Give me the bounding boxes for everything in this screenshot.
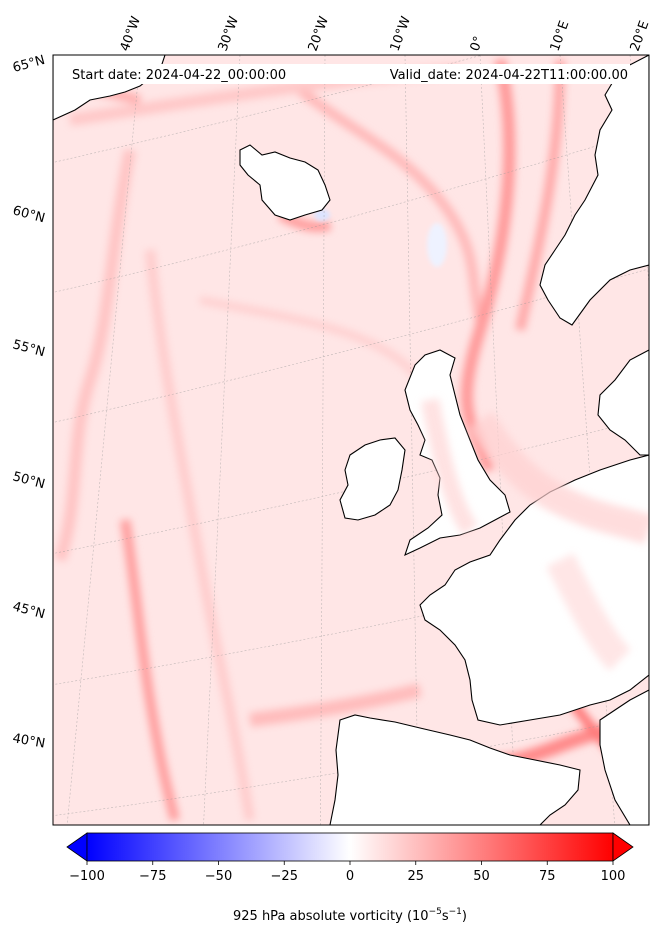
header-strip bbox=[66, 64, 630, 84]
colorbar-low-extend-arrow bbox=[66, 832, 88, 862]
lon-label-0: 0° bbox=[468, 34, 487, 53]
colorbar-tick-label: −75 bbox=[139, 869, 166, 884]
colorbar-tick-label: −100 bbox=[69, 869, 105, 884]
lon-label-10w: 10°W bbox=[388, 14, 414, 53]
ireland-coast bbox=[339, 437, 406, 521]
lat-label-45n: 45°N bbox=[11, 599, 47, 622]
lon-label-40w: 40°W bbox=[118, 14, 144, 53]
colorbar-gradient bbox=[86, 832, 614, 862]
valid-date-label: Valid_date: 2024-04-22T11:00:00.00 bbox=[390, 68, 628, 83]
map-frame bbox=[52, 54, 650, 826]
lat-label-55n: 55°N bbox=[11, 337, 47, 360]
iceland-coast bbox=[239, 144, 331, 221]
lat-label-40n: 40°N bbox=[11, 731, 46, 751]
colorbar-title: 925 hPa absolute vorticity (10−5s−1) bbox=[233, 907, 467, 924]
colorbar-tick-label: 0 bbox=[346, 869, 354, 884]
lon-label-30w: 30°W bbox=[216, 14, 242, 53]
colorbar-tick-label: −25 bbox=[271, 869, 298, 884]
colorbar-tick-label: 50 bbox=[473, 869, 490, 884]
colorbar: −100 −75 −50 −25 0 25 50 75 100 bbox=[66, 832, 634, 884]
mediterranean-coast bbox=[599, 689, 649, 825]
colorbar-high-extend-arrow bbox=[612, 832, 634, 862]
scandinavia-coast bbox=[539, 55, 649, 326]
map-area bbox=[53, 55, 649, 825]
colorbar-ticks: −100 −75 −50 −25 0 25 50 75 100 bbox=[69, 861, 625, 884]
land-vorticity-overlay bbox=[421, 398, 649, 671]
colorbar-tick-label: 100 bbox=[601, 869, 626, 884]
colorbar-tick-label: 25 bbox=[407, 869, 424, 884]
lat-label-60n: 60°N bbox=[11, 203, 47, 226]
baltic-coast bbox=[597, 349, 649, 456]
colorbar-tick-label: −50 bbox=[205, 869, 232, 884]
lon-label-20e: 20°E bbox=[628, 19, 653, 54]
start-date-label: Start date: 2024-04-22_00:00:00 bbox=[72, 68, 286, 83]
iberia-coast bbox=[329, 714, 581, 825]
lon-label-10e: 10°E bbox=[548, 19, 573, 54]
lat-label-50n: 50°N bbox=[11, 469, 47, 492]
lon-label-20w: 20°W bbox=[306, 14, 332, 53]
colorbar-tick-label: 75 bbox=[539, 869, 556, 884]
lat-label-65n: 65°N bbox=[11, 53, 47, 76]
